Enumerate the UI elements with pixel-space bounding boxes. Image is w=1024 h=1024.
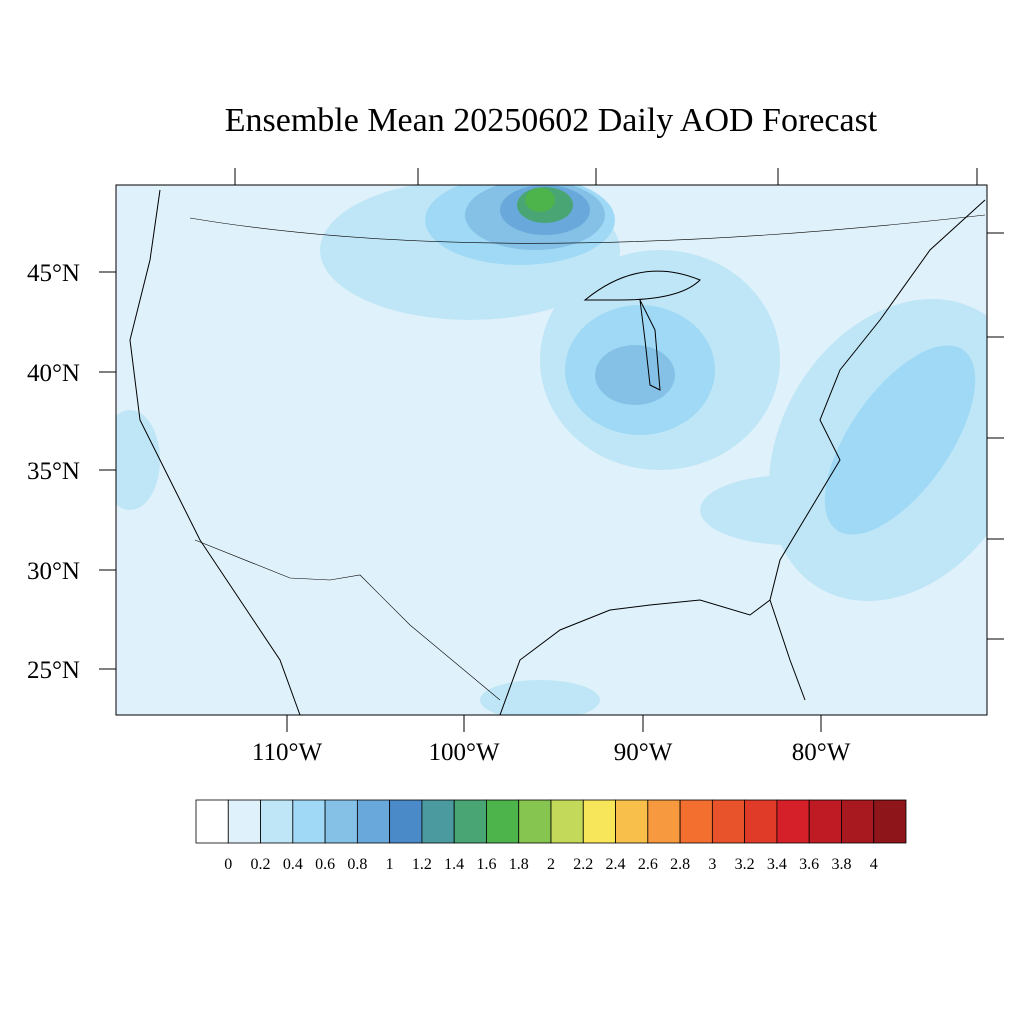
colorbar-label: 2.2 [573, 856, 593, 873]
colorbar-box [260, 799, 294, 844]
shade [525, 188, 555, 212]
axis-labels: 45°N 40°N 35°N 30°N 25°N 110°W 100°W 90°W 80°W [27, 260, 851, 766]
colorbar-box [873, 799, 907, 844]
colorbar-label: 0.4 [283, 856, 303, 873]
boundaries [129, 189, 986, 715]
longitude-label: 100°W [428, 739, 499, 766]
longitude-label: 80°W [792, 739, 851, 766]
coastline [769, 199, 986, 701]
colorbar-box [421, 799, 455, 844]
coastline [129, 189, 301, 715]
colorbar-box [195, 799, 229, 844]
colorbar-box [292, 799, 326, 844]
colorbar-label: 1 [386, 856, 394, 873]
latitude-label: 30°N [27, 558, 80, 585]
colorbar-label: 0.6 [315, 856, 335, 873]
colorbar-label: 2.8 [670, 856, 690, 873]
colorbar-label: 3.8 [831, 856, 851, 873]
colorbar-label: 2 [547, 856, 555, 873]
colorbar-label: 4 [870, 856, 878, 873]
colorbar-box [679, 799, 713, 844]
colorbar-box [324, 799, 358, 844]
latitude-label: 45°N [27, 260, 80, 287]
colorbar-box [711, 799, 746, 844]
colorbar-box [453, 799, 487, 844]
coastline [499, 599, 771, 715]
colorbar-label: 2.6 [638, 856, 658, 873]
colorbar-box [227, 799, 261, 844]
colorbar-box [647, 799, 681, 844]
colorbar-box [389, 799, 423, 844]
colorbar-box [550, 799, 584, 844]
colorbar-label: 3.2 [735, 856, 755, 873]
border [189, 214, 986, 244]
shade [824, 345, 976, 535]
colorbar-label: 0.8 [347, 856, 367, 873]
shade [595, 345, 675, 405]
colorbar-label: 2.4 [606, 856, 626, 873]
latitude-label: 25°N [27, 657, 80, 684]
colorbar-label: 0 [224, 856, 232, 873]
colorbar-label: 3 [708, 856, 716, 873]
title: Ensemble Mean 20250602 Daily AOD Forecas… [225, 102, 878, 139]
border [194, 539, 501, 701]
longitude-label: 90°W [614, 739, 673, 766]
colorbar-box [356, 799, 391, 844]
colorbar-box [744, 799, 778, 844]
lake [639, 299, 661, 391]
lake [583, 270, 701, 301]
latitude-label: 35°N [27, 458, 80, 485]
colorbar-label: 1.6 [476, 856, 496, 873]
colorbar-box [615, 799, 649, 844]
plot-frame [115, 184, 988, 716]
longitude-label: 110°W [252, 739, 323, 766]
colorbar-box [582, 799, 616, 844]
colorbar-box [486, 799, 520, 844]
colorbar-box [518, 799, 552, 844]
frame-ticks [99, 168, 1004, 732]
colorbar-box [776, 799, 810, 844]
shade [480, 680, 600, 715]
colorbar-label: 1.4 [444, 856, 464, 873]
colorbar-label: 3.6 [799, 856, 819, 873]
aod-field [116, 185, 987, 715]
colorbar-label: 3.4 [767, 856, 787, 873]
colorbar-label: 0.2 [251, 856, 271, 873]
colorbar-label: 1.2 [412, 856, 432, 873]
colorbar-box [808, 799, 842, 844]
colorbar-label: 1.8 [509, 856, 529, 873]
colorbar: 0 0.2 0.4 0.6 0.8 1 1.2 1.4 1.6 1.8 2 2.2 2.4 2.6 2.8 3… [195, 799, 907, 873]
colorbar-box [841, 799, 875, 844]
shade [116, 410, 160, 510]
latitude-label: 40°N [27, 360, 80, 387]
